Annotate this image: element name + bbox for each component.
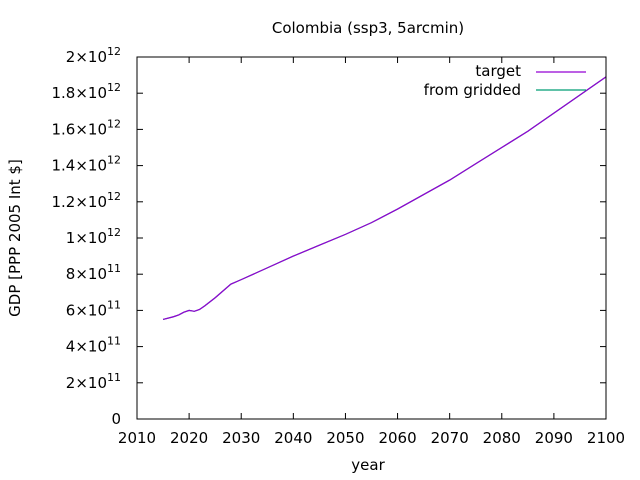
- x-tick-label: 2060: [378, 429, 416, 447]
- y-tick-label: 0: [111, 410, 121, 428]
- y-axis-label: GDP [PPP 2005 Int $]: [6, 159, 24, 317]
- y-tick-label: 4×1011: [66, 335, 121, 356]
- y-tick-label: 8×1011: [66, 262, 121, 283]
- chart-title: Colombia (ssp3, 5arcmin): [272, 19, 464, 37]
- legend-label-target: target: [475, 62, 521, 80]
- x-tick-label: 2010: [118, 429, 156, 447]
- axis-ticks: 2010 2020 2030 2040 2050 2060 2070 2080 2090 2100…: [51, 45, 625, 447]
- x-tick-label: 2080: [483, 429, 521, 447]
- x-tick-label: 2090: [535, 429, 573, 447]
- series-line-from-gridded: [162, 76, 607, 321]
- legend-label-from-gridded: from gridded: [424, 81, 521, 99]
- x-tick-label: 2040: [274, 429, 312, 447]
- y-tick-label: 1×1012: [66, 226, 121, 247]
- series-line-target: [162, 76, 607, 321]
- y-tick-label: 1.4×1012: [51, 154, 121, 175]
- y-tick-label: 6×1011: [66, 298, 121, 319]
- y-tick-label: 1.8×1012: [51, 81, 121, 102]
- series-layer: [162, 76, 607, 321]
- plot-frame: [136, 56, 607, 420]
- legend: target from gridded: [424, 62, 586, 99]
- x-tick-label: 2020: [170, 429, 208, 447]
- y-tick-label: 2×1012: [66, 45, 121, 66]
- y-tick-label: 1.6×1012: [51, 117, 121, 138]
- x-tick-label: 2070: [431, 429, 469, 447]
- x-tick-label: 2050: [326, 429, 364, 447]
- y-tick-label: 1.2×1012: [51, 190, 121, 211]
- x-tick-label: 2100: [587, 429, 625, 447]
- y-tick-label: 2×1011: [66, 371, 121, 392]
- x-axis-label: year: [351, 456, 385, 474]
- x-tick-label: 2030: [222, 429, 260, 447]
